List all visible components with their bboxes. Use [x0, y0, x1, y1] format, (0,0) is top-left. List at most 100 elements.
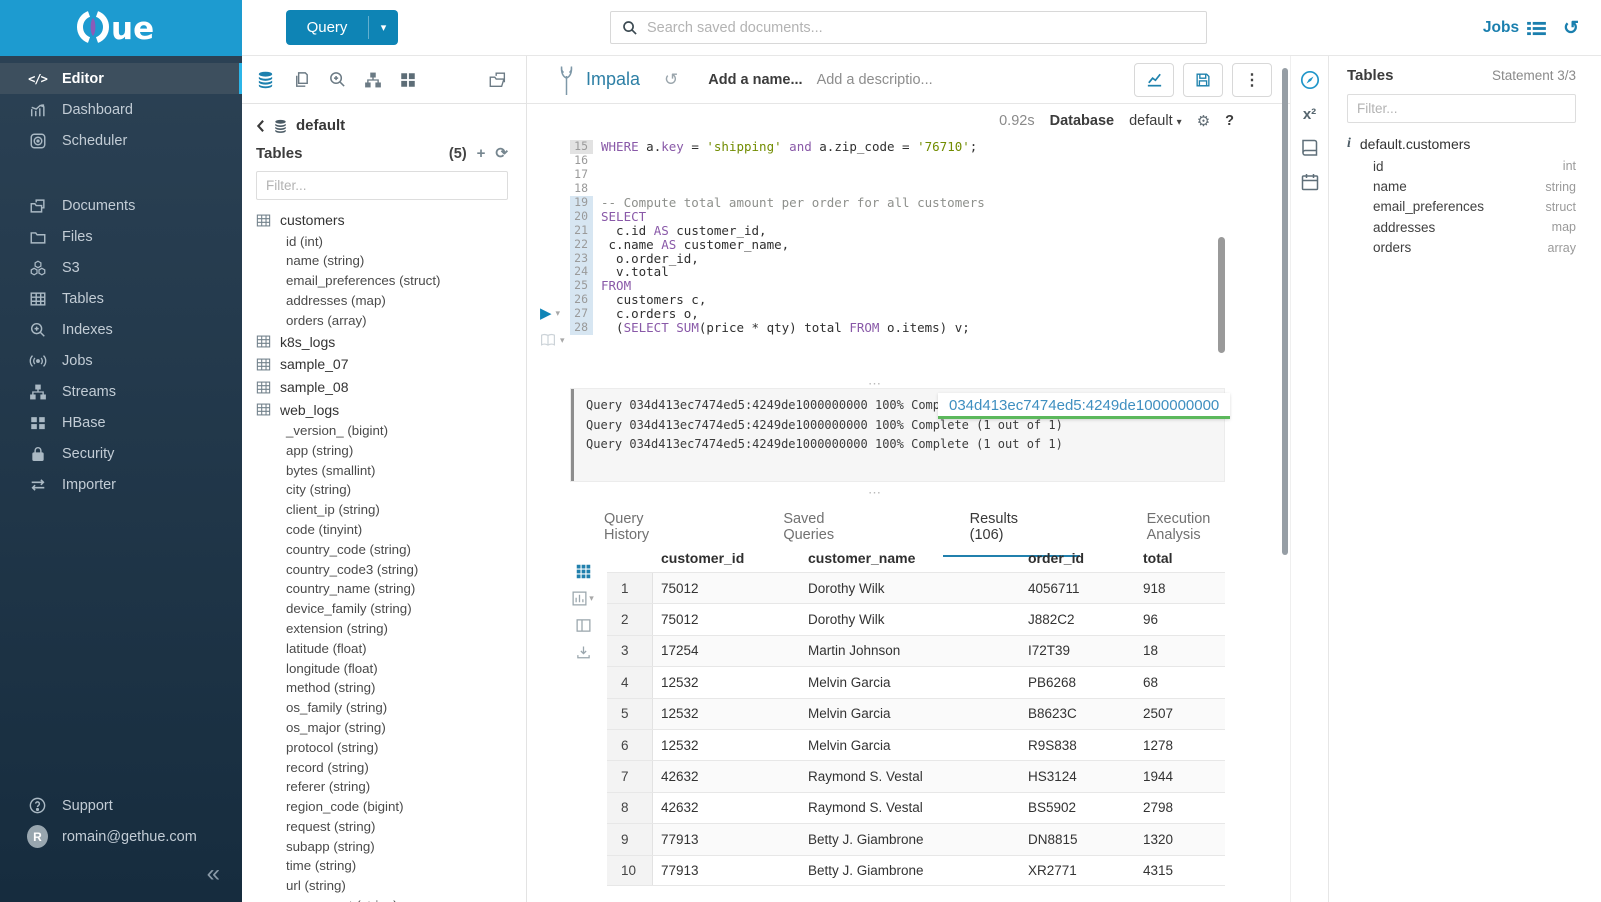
code-line[interactable]: 22 c.name AS customer_name, — [570, 237, 985, 252]
databases-source-icon[interactable] — [256, 70, 275, 89]
functions-icon[interactable]: x² — [1302, 106, 1317, 123]
sidebar-item-indexes[interactable]: Indexes — [0, 314, 242, 345]
code-line[interactable]: 20 SELECT — [570, 209, 985, 224]
tree-column-item[interactable]: device_family (string) — [286, 601, 412, 617]
tab-saved-queries[interactable]: Saved Queries — [783, 511, 835, 543]
execute-play-icon[interactable]: ▶ — [540, 305, 552, 322]
assist-filter-input[interactable] — [1347, 94, 1576, 123]
query-description-field[interactable]: Add a descriptio... — [816, 71, 933, 88]
tree-column-item[interactable]: orders (array) — [286, 312, 367, 328]
language-reference-book-icon[interactable] — [1300, 138, 1320, 157]
tree-column-item[interactable]: bytes (smallint) — [286, 462, 376, 478]
tree-column-item[interactable]: os_family (string) — [286, 700, 388, 716]
settings-gear-icon[interactable]: ⚙ — [1196, 113, 1211, 130]
new-query-button[interactable]: Query ▾ — [286, 10, 398, 45]
code-line[interactable]: 19 -- Compute total amount per order for … — [570, 195, 985, 210]
tree-column-item[interactable]: _version_ (bigint) — [286, 422, 388, 438]
code-line[interactable]: 18 — [574, 180, 588, 195]
sql-code-editor[interactable]: 15 WHERE a.key = 'shipping' and a.zip_cod… — [570, 139, 985, 336]
assist-table-name[interactable]: default.customers — [1359, 136, 1471, 152]
column-header[interactable]: customer_id — [661, 549, 745, 566]
sidebar-item-tables[interactable]: Tables — [0, 283, 242, 314]
expand-results-icon[interactable] — [575, 618, 591, 633]
tree-column-item[interactable]: name (string) — [286, 253, 365, 269]
sidebar-item-s3[interactable]: S3 — [0, 252, 242, 283]
tree-column-item[interactable]: record (string) — [286, 759, 369, 775]
tree-column-item[interactable]: protocol (string) — [286, 739, 379, 755]
assist-column-row[interactable]: name string — [1347, 176, 1576, 196]
search-input[interactable] — [647, 19, 1195, 36]
sitemap-tree-icon[interactable] — [364, 71, 382, 89]
sidebar-item-importer[interactable]: Importer — [0, 469, 242, 500]
global-search[interactable] — [610, 11, 1207, 44]
query-name-field[interactable]: Add a name... — [708, 71, 803, 88]
apps-grid-icon[interactable] — [399, 71, 417, 89]
more-actions-button[interactable]: ⋮ — [1232, 62, 1272, 97]
editor-assistant-compass-icon[interactable] — [1299, 69, 1321, 91]
column-header[interactable]: order_id — [1028, 549, 1085, 566]
presentation-caret-icon[interactable]: ▾ — [560, 334, 565, 345]
collapse-sidebar-icon[interactable]: « — [206, 860, 220, 887]
tree-column-item[interactable]: extension (string) — [286, 620, 388, 636]
code-line[interactable]: 26 customers c, — [570, 292, 985, 308]
chart-button[interactable] — [1134, 62, 1174, 97]
assist-active-table[interactable]: i default.customers — [1347, 136, 1576, 152]
tree-column-item[interactable]: email_preferences (struct) — [286, 273, 441, 289]
tree-column-item[interactable]: request (string) — [286, 818, 376, 834]
tree-table-item[interactable]: web_logs — [256, 398, 508, 421]
grid-view-icon[interactable] — [576, 564, 591, 579]
tree-table-item[interactable]: sample_08 — [256, 376, 508, 399]
code-line[interactable]: 27 c.orders o, — [570, 306, 985, 322]
tree-column-item[interactable]: country_code3 (string) — [286, 561, 419, 577]
sidebar-item-user[interactable]: R romain@gethue.com — [0, 821, 242, 852]
help-icon[interactable]: ? — [1225, 113, 1234, 129]
tab-execution-analysis[interactable]: Execution Analysis — [1146, 511, 1211, 543]
breadcrumb[interactable]: default — [256, 114, 508, 145]
sidebar-item-security[interactable]: Security — [0, 438, 242, 469]
tables-filter-input[interactable] — [256, 171, 508, 200]
code-line[interactable]: 15 WHERE a.key = 'shipping' and a.zip_cod… — [570, 139, 985, 154]
sidebar-item-documents[interactable]: Documents — [0, 190, 242, 221]
code-line[interactable]: 28 (SELECT SUM(price * qty) total FROM o… — [570, 320, 985, 336]
sidebar-item-streams[interactable]: Streams — [0, 376, 242, 407]
code-line[interactable]: 23 o.order_id, — [570, 251, 985, 266]
code-line[interactable]: 25 FROM — [570, 278, 985, 294]
assist-column-row[interactable]: orders array — [1347, 238, 1576, 258]
query-id-link[interactable]: 034d413ec7474ed5:4249de1000000000 — [938, 393, 1231, 419]
tree-column-item[interactable]: referer (string) — [286, 779, 371, 795]
tree-column-item[interactable]: app (string) — [286, 442, 354, 458]
download-results-icon[interactable] — [576, 645, 591, 660]
tree-column-item[interactable]: code (tinyint) — [286, 521, 363, 537]
editor-scrollbar[interactable] — [1218, 237, 1225, 353]
tab-query-history[interactable]: Query History — [604, 511, 650, 543]
sidebar-item-files[interactable]: Files — [0, 221, 242, 252]
sidebar-item-jobs[interactable]: Jobs — [0, 345, 242, 376]
query-dropdown-caret-icon[interactable]: ▾ — [380, 22, 387, 34]
column-header[interactable]: customer_name — [808, 549, 916, 566]
query-history-icon[interactable]: ↺ — [664, 70, 679, 89]
code-line[interactable]: 24 v.total — [570, 264, 985, 280]
sidebar-item-support[interactable]: Support — [0, 790, 242, 821]
jobs-link[interactable]: Jobs — [1483, 19, 1546, 37]
save-button[interactable] — [1183, 62, 1223, 97]
code-line[interactable]: 16 — [574, 152, 588, 167]
tree-column-item[interactable]: region_code (bigint) — [286, 799, 404, 815]
tree-table-item[interactable]: customers — [256, 209, 508, 232]
tree-column-item[interactable]: subapp (string) — [286, 838, 375, 854]
tree-column-item[interactable]: longitude (float) — [286, 660, 378, 676]
database-select[interactable]: default ▾ — [1129, 113, 1182, 129]
presentation-book-icon[interactable] — [540, 333, 556, 347]
engine-name[interactable]: Impala — [586, 69, 641, 89]
assist-column-row[interactable]: email_preferences struct — [1347, 197, 1576, 217]
panel-scrollbar[interactable] — [1282, 68, 1288, 555]
column-header[interactable]: total — [1143, 549, 1173, 566]
tree-table-item[interactable]: sample_07 — [256, 353, 508, 376]
breadcrumb-database-name[interactable]: default — [296, 117, 346, 134]
tree-column-item[interactable]: time (string) — [286, 858, 357, 874]
chart-view-icon[interactable]: ▾ — [572, 591, 594, 606]
tree-column-item[interactable]: latitude (float) — [286, 640, 367, 656]
tree-table-item[interactable]: k8s_logs — [256, 331, 508, 354]
tree-column-item[interactable]: city (string) — [286, 482, 352, 498]
sidebar-item-scheduler[interactable]: Scheduler — [0, 125, 242, 156]
documents-pages-icon[interactable] — [292, 70, 311, 89]
